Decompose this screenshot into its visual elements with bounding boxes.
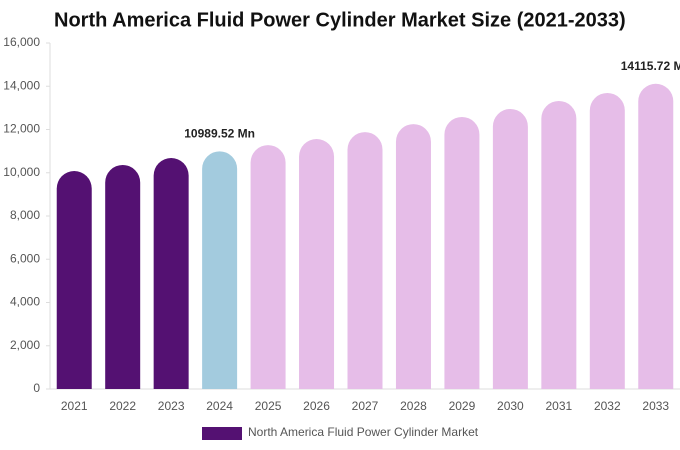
bar xyxy=(347,132,383,389)
chart-title: North America Fluid Power Cylinder Marke… xyxy=(54,9,626,31)
bar xyxy=(56,171,92,389)
bar xyxy=(202,151,238,389)
bar xyxy=(638,83,674,389)
y-tick-label: 12,000 xyxy=(3,122,40,136)
y-tick-label: 4,000 xyxy=(10,295,40,309)
bar xyxy=(492,108,528,390)
x-tick-label: 2022 xyxy=(109,399,136,413)
bar xyxy=(541,100,577,389)
bar xyxy=(589,92,625,389)
x-tick-label: 2031 xyxy=(545,399,572,413)
bar xyxy=(250,145,286,389)
x-tick-label: 2021 xyxy=(61,399,88,413)
y-tick-label: 16,000 xyxy=(3,35,40,49)
y-tick-label: 8,000 xyxy=(10,208,40,222)
x-tick-label: 2028 xyxy=(400,399,427,413)
bar xyxy=(395,124,431,389)
data-label: 14115.72 Mn xyxy=(621,59,680,73)
y-tick-label: 0 xyxy=(33,381,40,395)
x-tick-label: 2029 xyxy=(449,399,476,413)
x-tick-label: 2023 xyxy=(158,399,185,413)
data-label: 10989.52 Mn xyxy=(184,127,255,141)
x-tick-label: 2026 xyxy=(303,399,330,413)
bar xyxy=(105,164,141,389)
y-tick-label: 10,000 xyxy=(3,165,40,179)
x-tick-label: 2032 xyxy=(594,399,621,413)
x-tick-label: 2024 xyxy=(206,399,233,413)
legend-swatch xyxy=(202,427,242,440)
y-tick-label: 2,000 xyxy=(10,338,40,352)
bar xyxy=(153,158,189,389)
x-tick-label: 2025 xyxy=(255,399,282,413)
x-tick-label: 2033 xyxy=(642,399,669,413)
y-tick-label: 6,000 xyxy=(10,251,40,265)
legend-label: North America Fluid Power Cylinder Marke… xyxy=(248,425,479,439)
y-tick-label: 14,000 xyxy=(3,78,40,92)
bar xyxy=(444,116,480,389)
bar xyxy=(299,139,335,389)
x-tick-label: 2027 xyxy=(352,399,379,413)
x-tick-label: 2030 xyxy=(497,399,524,413)
